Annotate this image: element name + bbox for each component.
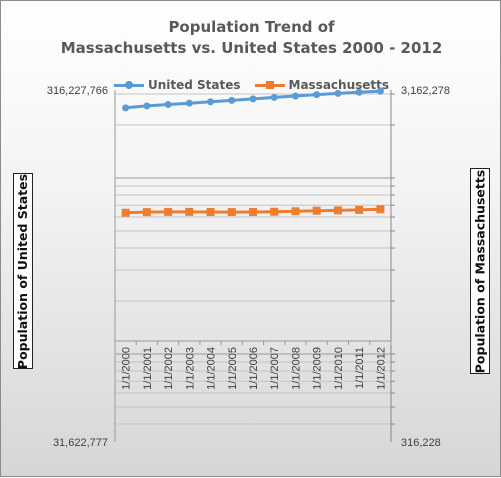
data-point-massachusetts	[227, 208, 236, 217]
x-tick-label: 1/1/2000	[121, 347, 133, 390]
legend-item-united-states: United States	[113, 78, 241, 92]
data-point-united-states	[164, 101, 172, 109]
data-point-united-states	[376, 87, 384, 95]
data-point-united-states	[228, 96, 236, 104]
y-right-tick-label: 3,162,278	[401, 85, 450, 97]
legend-key-massachusetts	[254, 80, 285, 90]
legend-label-united-states: United States	[147, 78, 241, 92]
chart-title-line-1: Population Trend of	[168, 18, 335, 36]
y-axis-left-title: Population of United States	[13, 173, 33, 369]
data-point-massachusetts	[355, 205, 364, 214]
data-point-united-states	[122, 104, 130, 112]
x-tick-label: 1/1/2007	[269, 347, 281, 390]
data-point-united-states	[291, 92, 299, 100]
x-tick-label: 1/1/2008	[290, 347, 302, 390]
chart-title: Population Trend of Massachusetts vs. Un…	[1, 17, 501, 59]
data-point-united-states	[143, 102, 151, 110]
x-tick-label: 1/1/2009	[312, 347, 324, 390]
y-axis-right-title: Population of Massachusetts	[470, 168, 490, 374]
data-point-united-states	[334, 89, 342, 97]
data-point-united-states	[249, 95, 257, 103]
data-point-massachusetts	[291, 207, 300, 216]
chart-title-line-2: Massachusetts vs. United States 2000 - 2…	[60, 39, 443, 57]
data-point-united-states	[355, 88, 363, 96]
x-tick-label: 1/1/2001	[142, 347, 154, 390]
x-tick-label: 1/1/2006	[248, 347, 260, 390]
data-point-united-states	[313, 91, 321, 99]
legend: United States Massachusetts	[1, 76, 501, 94]
data-point-united-states	[185, 99, 193, 107]
data-point-massachusetts	[333, 206, 342, 215]
y-right-tick-label: 316,228	[401, 437, 441, 449]
data-point-massachusetts	[249, 207, 257, 216]
legend-key-united-states	[113, 80, 144, 90]
x-tick-label: 1/1/2003	[184, 347, 196, 390]
x-tick-label: 1/1/2010	[333, 347, 345, 390]
x-tick-label: 1/1/2005	[227, 347, 239, 390]
data-point-massachusetts	[121, 208, 130, 217]
data-point-united-states	[270, 93, 278, 101]
data-point-massachusetts	[185, 207, 194, 216]
x-tick-label: 1/1/2002	[163, 347, 175, 390]
data-point-massachusetts	[142, 208, 151, 217]
legend-item-massachusetts: Massachusetts	[254, 78, 390, 92]
y-left-tick-label: 31,622,777	[53, 437, 108, 449]
data-point-massachusetts	[312, 206, 321, 215]
data-point-massachusetts	[164, 207, 173, 216]
x-tick-label: 1/1/2004	[206, 347, 218, 390]
x-tick-label: 1/1/2012	[375, 347, 387, 390]
data-point-united-states	[207, 98, 215, 106]
x-tick-label: 1/1/2011	[354, 347, 366, 389]
data-point-massachusetts	[270, 207, 279, 216]
data-point-massachusetts	[376, 205, 385, 214]
legend-label-massachusetts: Massachusetts	[288, 78, 390, 92]
data-point-massachusetts	[206, 207, 215, 216]
y-left-tick-label: 316,227,766	[47, 85, 108, 97]
